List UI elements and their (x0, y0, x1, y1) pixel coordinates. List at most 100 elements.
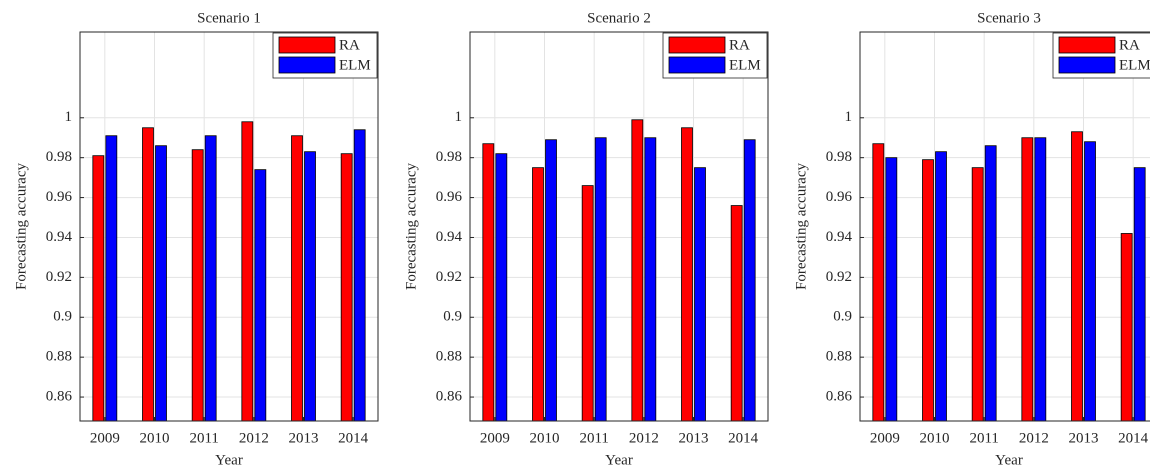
bar (1034, 137, 1047, 422)
x-tick-label: 2010 (530, 430, 560, 446)
y-tick-label: 0.86 (46, 388, 73, 404)
bar (1021, 137, 1034, 422)
legend-label: ELM (1119, 57, 1150, 73)
y-tick-label: 0.88 (46, 349, 72, 365)
bar (581, 185, 594, 422)
y-tick-label: 1 (845, 109, 853, 125)
bar (532, 167, 544, 422)
y-tick-label: 0.92 (46, 269, 72, 285)
bar (241, 121, 254, 422)
bar (935, 151, 947, 422)
legend-label: ELM (339, 57, 371, 73)
bar (1084, 141, 1096, 422)
y-axis-label: Forecasting accuracy (13, 162, 29, 290)
x-tick-label: 2009 (90, 430, 120, 446)
x-tick-label: 2012 (1019, 430, 1049, 446)
bar (1133, 167, 1146, 422)
bar (681, 127, 693, 422)
x-tick-label: 2011 (969, 430, 998, 446)
legend-swatch (278, 56, 336, 74)
y-tick-label: 0.98 (46, 149, 72, 165)
bar (872, 143, 885, 422)
y-tick-label: 0.96 (436, 189, 463, 205)
bar (340, 153, 353, 422)
y-tick-label: 0.94 (46, 229, 73, 245)
x-tick-label: 2009 (480, 430, 510, 446)
legend-label: RA (339, 37, 360, 53)
x-tick-label: 2012 (629, 430, 659, 446)
bar (482, 143, 495, 422)
y-tick-label: 0.98 (826, 149, 852, 165)
y-tick-label: 0.92 (436, 269, 462, 285)
x-tick-label: 2009 (870, 430, 900, 446)
chart-title: Scenario 3 (977, 10, 1041, 26)
x-tick-label: 2014 (338, 430, 369, 446)
x-tick-label: 2014 (728, 430, 759, 446)
plot-area (470, 32, 768, 421)
x-axis-label: Year (605, 452, 633, 468)
bar (204, 135, 217, 422)
bar (631, 119, 644, 422)
bar (922, 159, 934, 422)
legend-swatch (668, 56, 726, 74)
y-tick-label: 1 (455, 109, 463, 125)
x-axis-label: Year (995, 452, 1023, 468)
x-tick-label: 2014 (1118, 430, 1149, 446)
bar (142, 127, 154, 422)
y-axis-label: Forecasting accuracy (403, 162, 419, 290)
bar (191, 149, 204, 422)
x-tick-label: 2011 (579, 430, 608, 446)
x-tick-label: 2011 (189, 430, 218, 446)
bar (291, 135, 303, 422)
bar (971, 167, 984, 422)
y-tick-label: 0.9 (443, 309, 462, 325)
y-tick-label: 0.86 (436, 388, 463, 404)
bar (254, 169, 267, 422)
y-tick-label: 0.86 (826, 388, 853, 404)
legend-swatch (1058, 36, 1116, 54)
y-tick-label: 0.88 (826, 349, 852, 365)
x-tick-label: 2010 (140, 430, 170, 446)
y-axis-label: Forecasting accuracy (793, 162, 809, 290)
axes-box (859, 31, 1150, 422)
y-tick-label: 0.88 (436, 349, 462, 365)
y-tick-label: 0.94 (826, 229, 853, 245)
bar (730, 205, 743, 422)
chart-title: Scenario 2 (587, 10, 651, 26)
bar (644, 137, 657, 422)
bar (105, 135, 118, 422)
x-tick-label: 2010 (920, 430, 950, 446)
y-tick-label: 0.92 (826, 269, 852, 285)
chart-title: Scenario 1 (197, 10, 261, 26)
bar (885, 157, 898, 422)
bar (353, 129, 366, 422)
bar (495, 153, 508, 422)
x-tick-label: 2013 (1069, 430, 1099, 446)
plot-area (80, 32, 378, 421)
bar (1120, 233, 1133, 422)
bar (594, 137, 607, 422)
y-tick-label: 0.96 (46, 189, 73, 205)
bar (1071, 131, 1083, 422)
bar (984, 145, 997, 422)
bar (694, 167, 706, 422)
legend-swatch (1058, 56, 1116, 74)
bar (743, 139, 756, 422)
y-tick-label: 0.9 (53, 309, 72, 325)
bar (155, 145, 167, 422)
x-axis-label: Year (215, 452, 243, 468)
axes-box (79, 31, 379, 422)
legend-label: RA (1119, 37, 1140, 53)
y-tick-label: 0.98 (436, 149, 462, 165)
plot-area (860, 32, 1150, 421)
legend-swatch (278, 36, 336, 54)
bar (545, 139, 557, 422)
legend-label: ELM (729, 57, 761, 73)
axes-box (469, 31, 769, 422)
legend-label: RA (729, 37, 750, 53)
bar (92, 155, 105, 422)
x-tick-label: 2013 (679, 430, 709, 446)
x-tick-label: 2012 (239, 430, 269, 446)
